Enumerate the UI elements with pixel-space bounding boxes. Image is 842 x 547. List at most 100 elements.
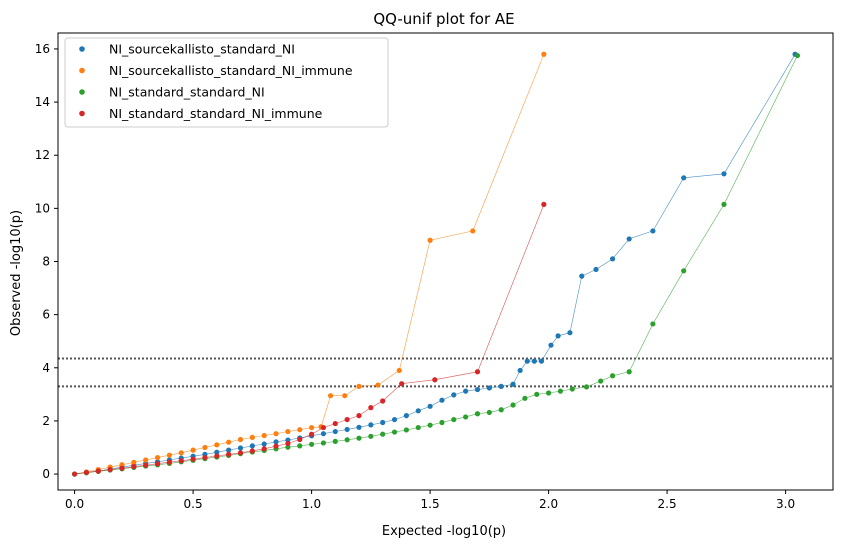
data-point <box>486 385 492 391</box>
data-point <box>486 409 492 416</box>
data-point <box>285 440 291 447</box>
data-point <box>545 390 552 396</box>
data-point <box>190 447 196 453</box>
data-point <box>214 449 220 455</box>
data-point <box>583 384 590 390</box>
data-point <box>71 471 78 477</box>
data-point <box>273 431 279 437</box>
data-point <box>432 377 438 383</box>
data-point <box>226 447 232 453</box>
data-point <box>567 330 573 336</box>
data-point <box>143 462 149 468</box>
data-point <box>427 237 433 243</box>
data-point <box>273 439 279 445</box>
y-tick-label: 4 <box>42 361 50 375</box>
y-axis-label: Observed -log10(p) <box>9 210 24 336</box>
data-point <box>178 458 184 464</box>
data-point <box>548 342 554 348</box>
data-point <box>202 454 208 461</box>
data-point <box>261 432 267 439</box>
data-point <box>285 444 291 450</box>
data-point <box>107 466 113 473</box>
data-point <box>166 452 172 458</box>
data-point <box>609 256 616 262</box>
data-point <box>356 424 362 430</box>
data-point <box>427 403 433 409</box>
data-point <box>368 433 374 439</box>
data-point <box>166 459 172 465</box>
data-point <box>510 402 516 408</box>
data-point <box>297 427 303 433</box>
data-point <box>380 431 386 437</box>
chart-title: QQ-unif plot for AE <box>373 10 514 28</box>
data-point <box>463 388 469 394</box>
data-point <box>249 448 255 454</box>
data-point <box>569 386 575 392</box>
y-tick-label: 14 <box>35 95 50 109</box>
data-point <box>531 358 537 364</box>
data-point <box>190 456 196 462</box>
data-point <box>154 454 161 461</box>
data-point <box>541 51 547 57</box>
legend-box <box>64 37 389 128</box>
data-point <box>95 468 101 474</box>
data-point <box>342 393 348 399</box>
data-point <box>356 435 362 441</box>
legend: NI_sourcekallisto_standard_NI NI_sourceka… <box>64 37 389 128</box>
data-point <box>391 429 398 435</box>
data-point <box>332 438 338 444</box>
data-point <box>403 413 409 419</box>
data-point <box>375 382 381 388</box>
data-point <box>143 457 149 463</box>
data-point <box>308 431 315 437</box>
data-point <box>237 445 244 451</box>
data-point <box>154 461 161 467</box>
data-point <box>249 443 255 449</box>
data-point <box>538 358 545 364</box>
data-point <box>593 266 599 273</box>
data-point <box>721 171 727 177</box>
data-point <box>626 369 632 375</box>
legend-marker <box>79 89 85 95</box>
data-point <box>297 443 303 449</box>
data-point <box>249 434 255 440</box>
data-point <box>463 414 469 420</box>
data-point <box>498 383 504 389</box>
data-point <box>261 441 267 447</box>
data-point <box>320 424 327 431</box>
data-point <box>626 236 632 242</box>
y-tick-label: 8 <box>42 255 50 269</box>
data-point <box>214 442 220 448</box>
y-tick-label: 6 <box>42 308 50 322</box>
x-tick-label: 0.5 <box>184 497 203 511</box>
data-point <box>380 398 386 404</box>
data-point <box>131 464 137 470</box>
data-point <box>470 228 476 234</box>
y-tick-label: 10 <box>35 201 50 215</box>
x-tick-label: 0.0 <box>65 497 84 511</box>
y-tick-label: 12 <box>35 148 50 162</box>
data-point <box>356 383 362 389</box>
data-point <box>308 441 315 447</box>
data-point <box>261 446 267 452</box>
data-point <box>320 440 327 446</box>
data-point <box>427 422 433 428</box>
data-point <box>214 453 220 459</box>
data-point <box>517 367 523 374</box>
y-tick-label: 0 <box>42 467 50 481</box>
data-point <box>557 388 564 394</box>
data-point <box>522 395 528 401</box>
legend-marker <box>79 67 85 74</box>
data-point <box>650 321 656 327</box>
x-tick-label: 2.0 <box>539 497 558 511</box>
data-point <box>524 358 530 364</box>
y-tick-label: 16 <box>35 42 50 56</box>
data-point <box>474 386 481 393</box>
data-point <box>285 428 291 435</box>
data-point <box>451 416 457 423</box>
data-point <box>681 175 687 181</box>
data-point <box>415 424 421 431</box>
data-point <box>178 450 184 456</box>
data-point <box>308 424 315 431</box>
data-point <box>237 450 244 456</box>
